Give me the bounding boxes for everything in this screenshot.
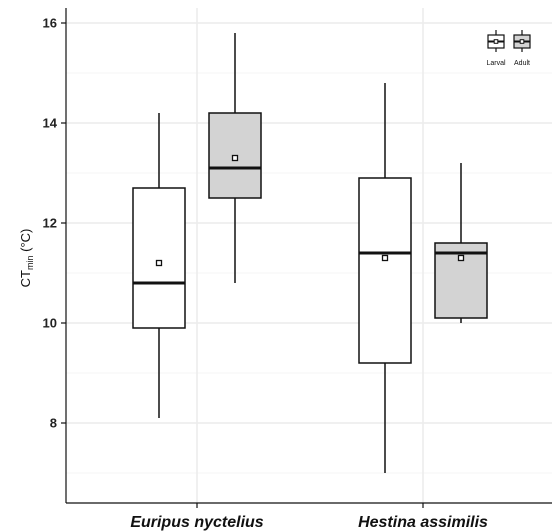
y-axis-label-unit: (°C) bbox=[18, 229, 33, 256]
y-ticks: 8 10 12 14 16 bbox=[43, 16, 66, 431]
box-adult bbox=[208, 33, 262, 283]
axes bbox=[65, 8, 552, 504]
y-axis-label-main: CT bbox=[18, 270, 33, 287]
y-tick-label: 14 bbox=[43, 116, 58, 131]
y-axis-label: CTmin (°C) bbox=[18, 229, 35, 288]
y-tick-label: 16 bbox=[43, 16, 57, 31]
y-tick-label: 12 bbox=[43, 216, 57, 231]
legend-key-adult bbox=[513, 30, 531, 52]
y-axis-label-sub: min bbox=[25, 256, 35, 271]
legend-label: Adult bbox=[514, 60, 530, 67]
legend-key-mean bbox=[493, 39, 499, 44]
box-body bbox=[358, 177, 412, 364]
mean-marker bbox=[155, 259, 163, 267]
mean-marker bbox=[457, 254, 465, 262]
box-adult bbox=[434, 163, 488, 323]
box-larval bbox=[358, 83, 412, 473]
y-tick-label: 10 bbox=[43, 316, 57, 331]
mean-marker bbox=[381, 254, 389, 262]
mean-marker bbox=[231, 154, 239, 162]
legend-key-larval bbox=[487, 30, 505, 52]
legend-key-mean bbox=[519, 39, 525, 44]
legend-item-adult: Adult bbox=[513, 30, 531, 67]
box-body bbox=[132, 187, 186, 329]
legend-label: Larval bbox=[486, 60, 506, 67]
box-larval bbox=[132, 113, 186, 418]
y-tick-label: 8 bbox=[50, 416, 57, 431]
legend-item-larval: Larval bbox=[486, 30, 506, 67]
box-series bbox=[132, 33, 488, 473]
legend: Larval Adult bbox=[486, 30, 531, 67]
x-ticks: Euripus nyctelius Hestina assimilis bbox=[130, 503, 488, 531]
x-category-label: Hestina assimilis bbox=[358, 514, 488, 531]
x-category-label: Euripus nyctelius bbox=[130, 514, 263, 531]
